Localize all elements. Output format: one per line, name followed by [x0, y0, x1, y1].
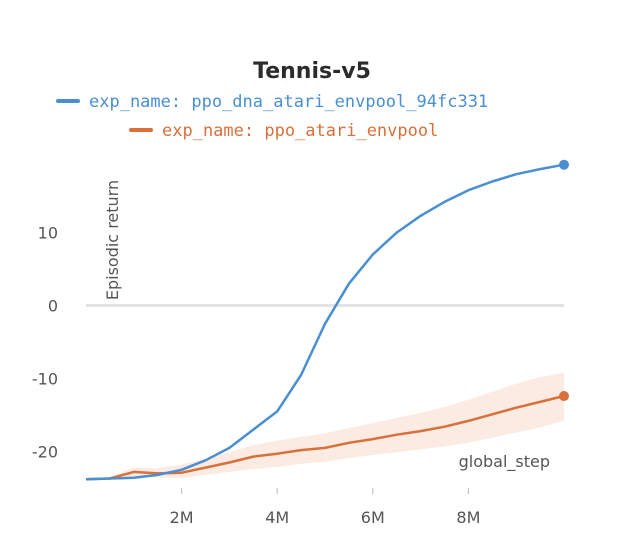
y-tick-label-1: 0: [48, 297, 58, 316]
y-axis-label: Episodic return: [103, 180, 122, 300]
plot-area: 10 0 -10 -20 2M 4M 6M 8M: [32, 159, 569, 527]
series-0-end-marker: [559, 159, 569, 170]
legend-label-series-0: exp_name: ppo_dna_atari_envpool_94fc331: [89, 92, 488, 112]
x-tick-label-3: 8M: [456, 508, 480, 527]
x-tick-label-0: 2M: [170, 508, 194, 527]
series-1-confidence-band: [86, 372, 564, 480]
y-tick-label-0: 10: [38, 224, 58, 243]
series-1-end-marker: [559, 391, 569, 402]
x-axis-label: global_step: [459, 452, 550, 472]
chart-title: Tennis-v5: [253, 59, 371, 84]
series-0-line: [85, 163, 565, 481]
legend: exp_name: ppo_dna_atari_envpool_94fc331 …: [56, 92, 488, 141]
legend-label-series-1: exp_name: ppo_atari_envpool: [162, 121, 438, 141]
x-tick-label-2: 6M: [361, 508, 385, 527]
x-tick-label-1: 4M: [265, 508, 289, 527]
y-tick-label-2: -10: [32, 370, 58, 389]
y-tick-label-3: -20: [32, 443, 58, 462]
